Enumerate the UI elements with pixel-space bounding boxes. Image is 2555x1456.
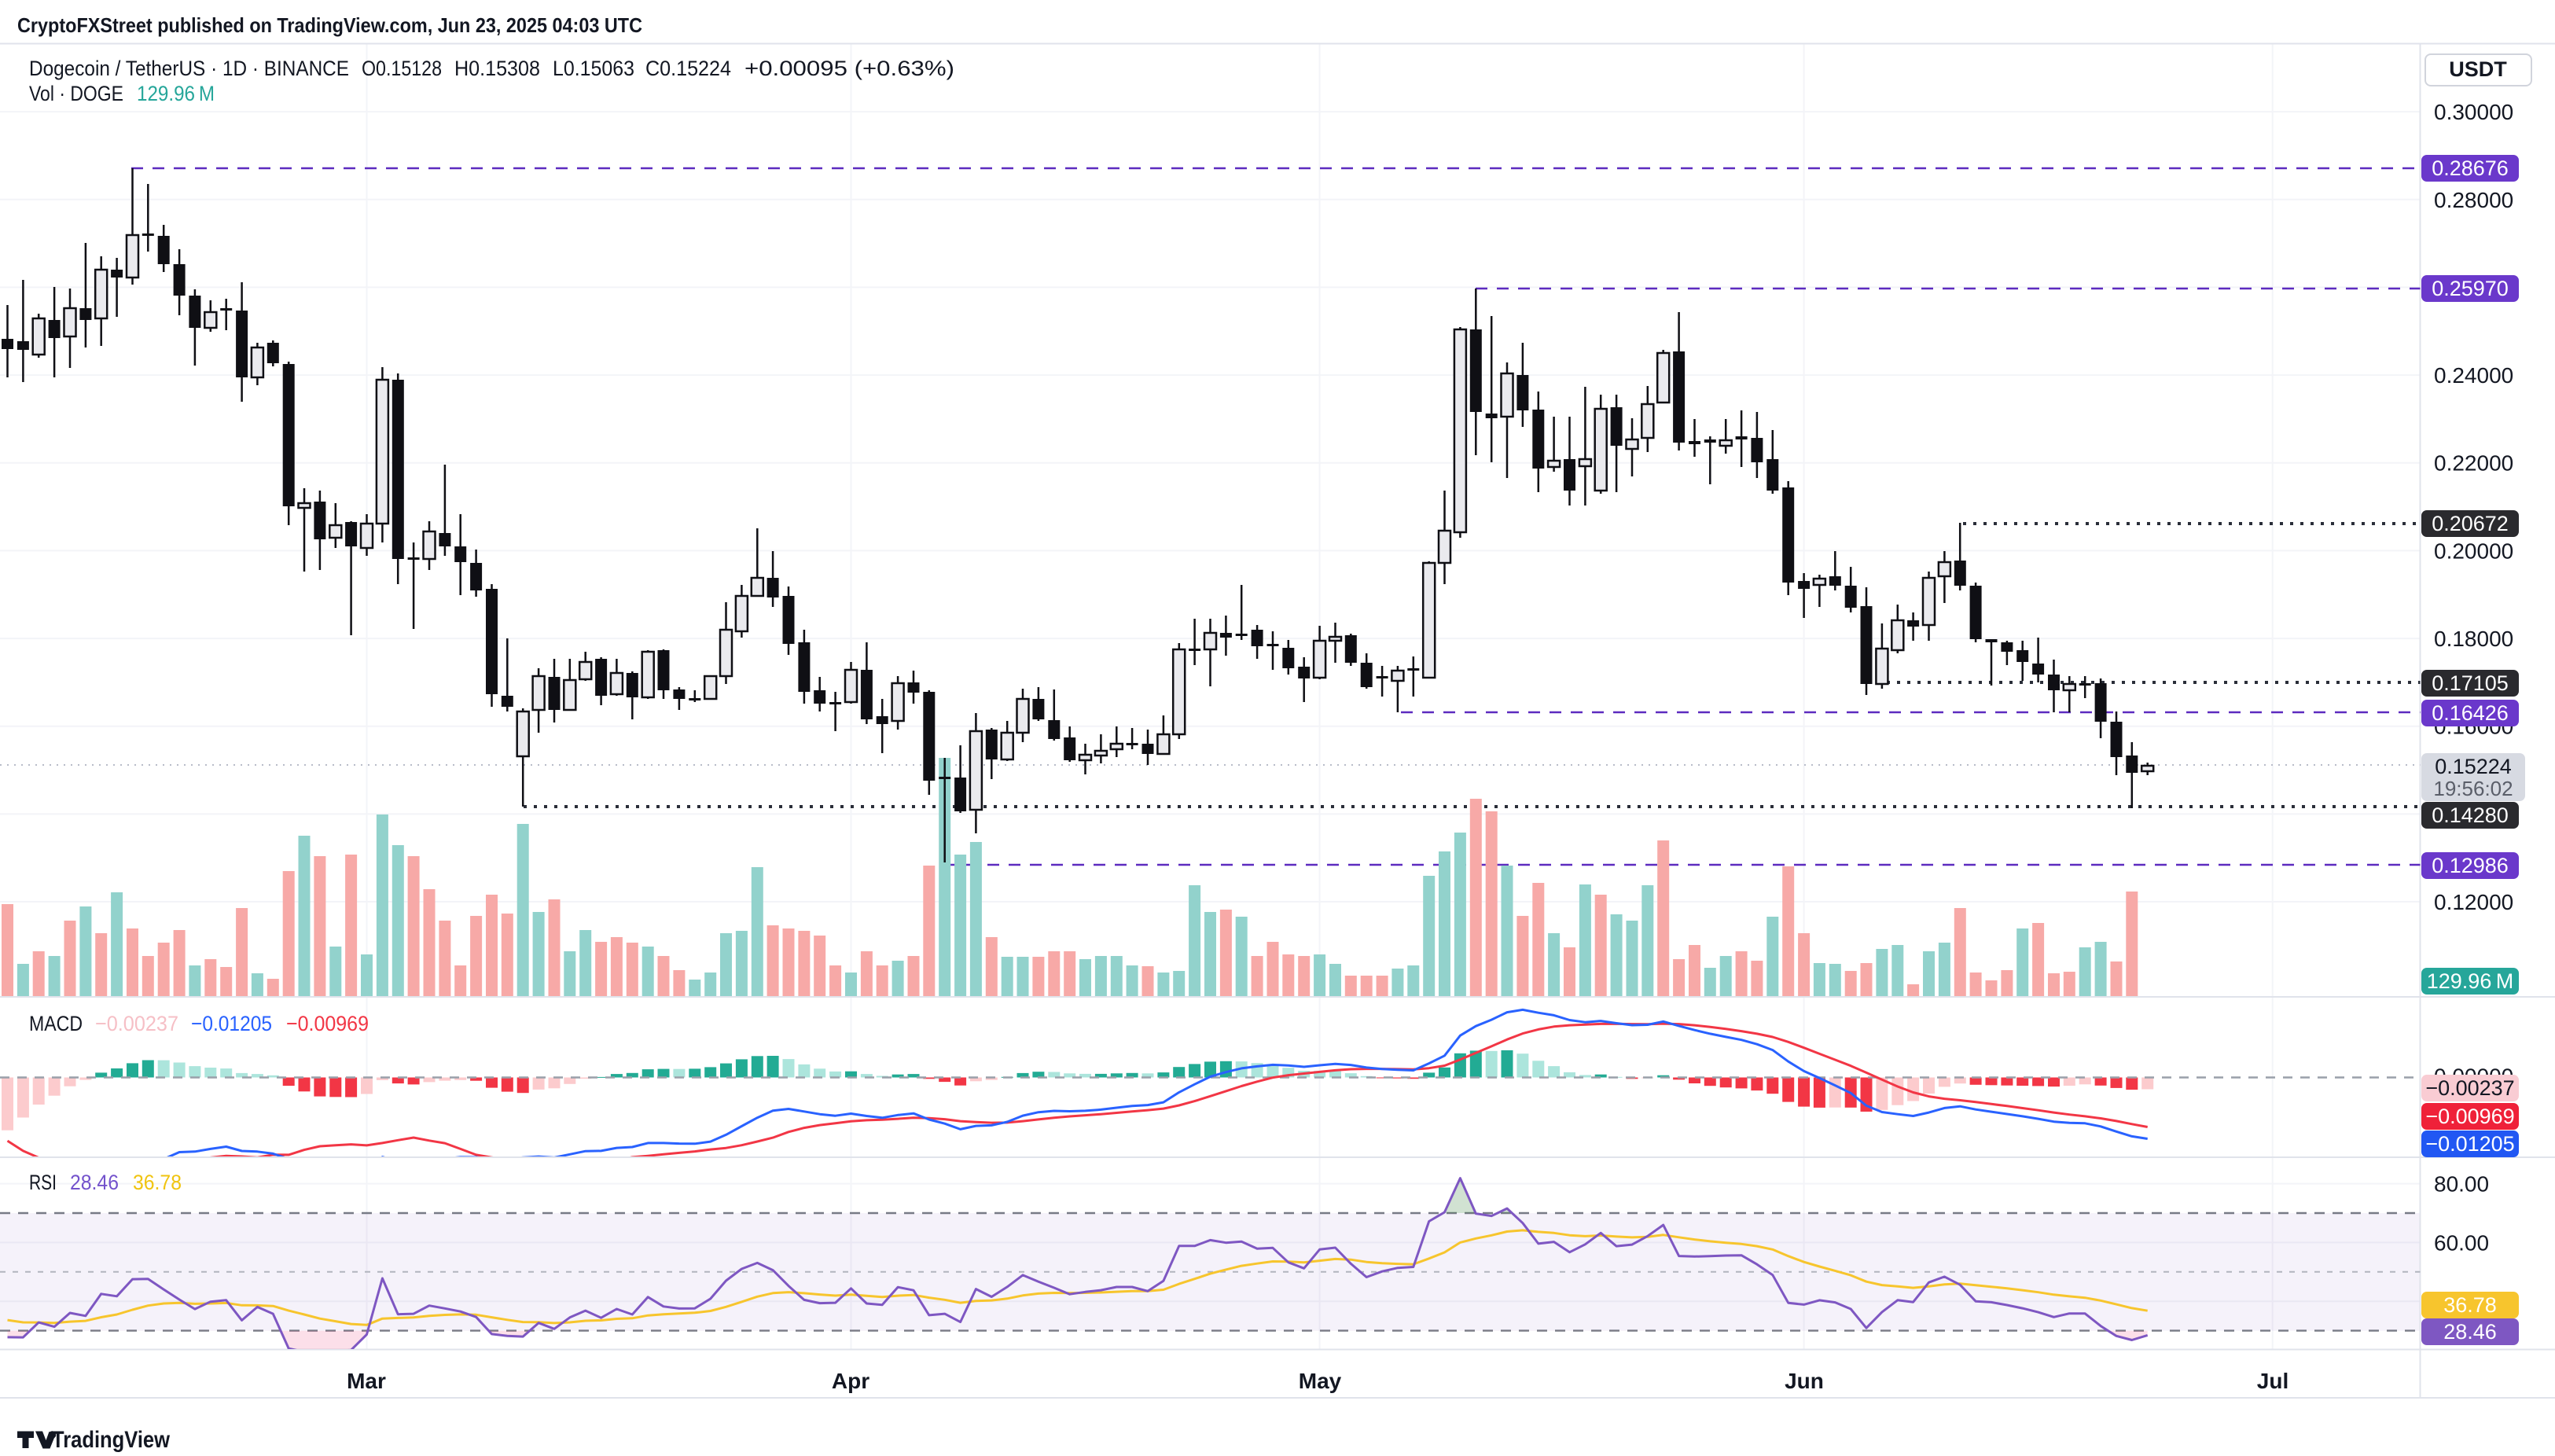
- svg-text:60.00: 60.00: [2434, 1230, 2489, 1255]
- svg-text:28.46: 28.46: [2443, 1320, 2497, 1344]
- svg-text:0.30000: 0.30000: [2434, 100, 2513, 124]
- svg-text:H0.15308: H0.15308: [454, 57, 540, 80]
- svg-text:0.16426: 0.16426: [2432, 701, 2509, 725]
- svg-text:May: May: [1299, 1369, 1342, 1393]
- svg-text:L0.15063: L0.15063: [553, 57, 634, 80]
- svg-text:−0.00969: −0.00969: [286, 1012, 369, 1035]
- svg-text:0.28676: 0.28676: [2432, 156, 2509, 180]
- svg-text:0.15224: 0.15224: [2435, 755, 2512, 778]
- svg-text:−0.00237: −0.00237: [2425, 1076, 2514, 1100]
- svg-text:0.22000: 0.22000: [2434, 451, 2513, 476]
- svg-text:−0.00237: −0.00237: [95, 1012, 178, 1035]
- svg-text:Vol · DOGE: Vol · DOGE: [29, 82, 123, 105]
- svg-text:0.25970: 0.25970: [2432, 277, 2509, 300]
- svg-text:0.20672: 0.20672: [2432, 512, 2509, 535]
- svg-text:CryptoFXStreet published on Tr: CryptoFXStreet published on TradingView.…: [17, 13, 642, 37]
- svg-text:0.14280: 0.14280: [2432, 803, 2509, 827]
- svg-text:0.12986: 0.12986: [2432, 854, 2509, 877]
- svg-text:USDT: USDT: [2449, 57, 2507, 81]
- svg-text:Jul: Jul: [2257, 1369, 2288, 1393]
- svg-text:−0.01205: −0.01205: [191, 1012, 272, 1035]
- svg-text:129.96 M: 129.96 M: [2427, 969, 2513, 993]
- svg-text:0.28000: 0.28000: [2434, 188, 2513, 212]
- svg-text:28.46: 28.46: [70, 1171, 119, 1194]
- svg-text:C0.15224: C0.15224: [645, 57, 731, 80]
- svg-text:36.78: 36.78: [133, 1171, 182, 1194]
- svg-text:36.78: 36.78: [2443, 1293, 2497, 1317]
- svg-text:O0.15128: O0.15128: [362, 57, 442, 80]
- svg-text:Apr: Apr: [832, 1369, 869, 1393]
- svg-text:MACD: MACD: [29, 1012, 83, 1035]
- svg-text:0.12000: 0.12000: [2434, 890, 2513, 914]
- svg-text:0.17105: 0.17105: [2432, 671, 2509, 695]
- svg-text:TradingView: TradingView: [52, 1427, 171, 1453]
- svg-text:80.00: 80.00: [2434, 1172, 2489, 1197]
- svg-text:0.24000: 0.24000: [2434, 363, 2513, 388]
- svg-text:0.18000: 0.18000: [2434, 627, 2513, 651]
- svg-text:0.20000: 0.20000: [2434, 539, 2513, 563]
- svg-text:−0.00969: −0.00969: [2425, 1105, 2514, 1128]
- svg-text:19:56:02: 19:56:02: [2433, 777, 2513, 800]
- svg-text:Jun: Jun: [1785, 1369, 1824, 1393]
- svg-text:Mar: Mar: [347, 1369, 386, 1393]
- svg-text:−0.01205: −0.01205: [2425, 1132, 2514, 1156]
- svg-text:Dogecoin / TetherUS · 1D · BIN: Dogecoin / TetherUS · 1D · BINANCE: [29, 57, 349, 80]
- svg-text:RSI: RSI: [29, 1171, 57, 1194]
- svg-text:129.96 M: 129.96 M: [137, 82, 215, 105]
- svg-text:+0.00095 (+0.63%): +0.00095 (+0.63%): [744, 57, 954, 80]
